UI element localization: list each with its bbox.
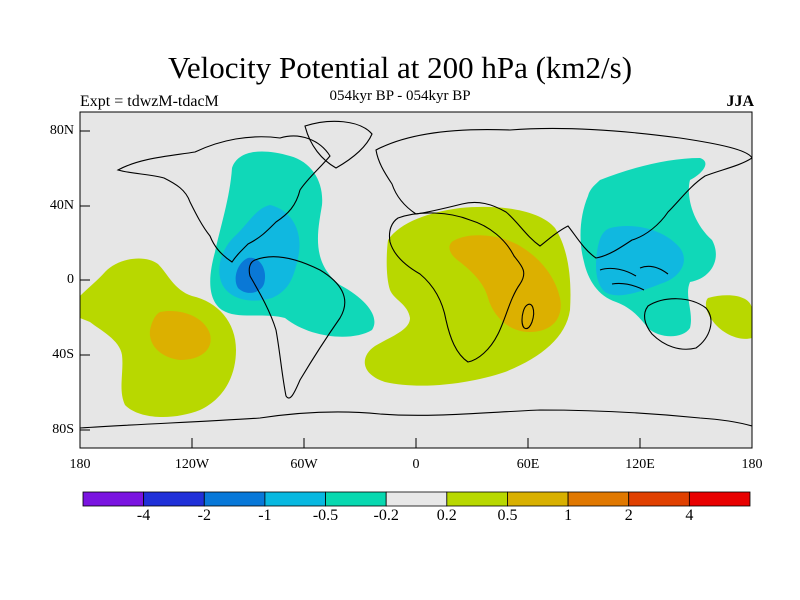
colorbar-swatch: [446, 491, 508, 507]
colorbar-label: 1: [564, 507, 573, 524]
colorbar-swatch: [264, 491, 326, 507]
colorbar-label: 0.5: [497, 507, 518, 524]
region-maritime-continent-low-inner: [595, 226, 684, 296]
colorbar-label: 2: [624, 507, 633, 524]
coastline-eurasia: [375, 127, 752, 259]
lon-tick-label: 60E: [516, 457, 540, 472]
coastline-antarctica: [80, 409, 752, 429]
lat-tick-label: 40N: [49, 198, 74, 213]
lon-tick-label: 180: [69, 457, 91, 472]
colorbar-label: -0.5: [312, 507, 339, 524]
coastline-australia: [643, 298, 712, 350]
coastline-madagascar: [521, 303, 535, 330]
region-west-pacific-high: [705, 295, 752, 339]
lon-tick-label: 0: [412, 457, 420, 472]
colorbar-label: -0.2: [373, 507, 399, 524]
lat-tick-label: 80N: [49, 123, 74, 138]
colorbar-swatch: [143, 491, 205, 507]
chart-subtitle: 054kyr BP - 054kyr BP: [329, 88, 471, 104]
colorbar-label: 0.2: [436, 507, 457, 524]
colorbar-swatch: [325, 491, 387, 507]
coastline-africa: [388, 212, 525, 363]
colorbar-swatch: [628, 491, 690, 507]
lat-tick-label: 0: [67, 272, 74, 287]
colorbar-label: -4: [136, 507, 151, 524]
lon-tick-label: 60W: [290, 457, 318, 472]
region-south-pacific-high-core: [149, 310, 211, 360]
chart-title: Velocity Potential at 200 hPa (km2/s): [167, 50, 633, 85]
colorbar: [82, 491, 751, 507]
colorbar-label: 4: [685, 507, 694, 524]
colorbar-swatch: [688, 491, 751, 507]
colorbar-swatch: [567, 491, 630, 507]
coastlines: [80, 120, 752, 429]
lat-tick-label: 40S: [52, 347, 74, 362]
coastline-south-america: [248, 256, 346, 399]
colorbar-swatch: [507, 491, 569, 507]
colorbar-swatch: [385, 491, 448, 507]
experiment-label: Expt = tdwzM-tdacM: [80, 93, 219, 110]
coastline-north-america: [116, 135, 331, 263]
lon-tick-label: 180: [741, 457, 763, 472]
coastline-greenland: [304, 120, 373, 169]
axis-ticks: [79, 130, 753, 448]
lon-tick-label: 120E: [625, 457, 655, 472]
lon-tick-label: 120W: [174, 457, 210, 472]
lat-tick-label: 80S: [52, 422, 74, 437]
season-label: JJA: [726, 93, 754, 110]
colorbar-label: -2: [197, 507, 211, 524]
colorbar-label: -1: [258, 507, 272, 524]
coastline-indonesia: [599, 265, 669, 291]
map-panel: [80, 112, 752, 448]
colorbar-swatch: [82, 491, 145, 507]
colorbar-swatch: [203, 491, 266, 507]
